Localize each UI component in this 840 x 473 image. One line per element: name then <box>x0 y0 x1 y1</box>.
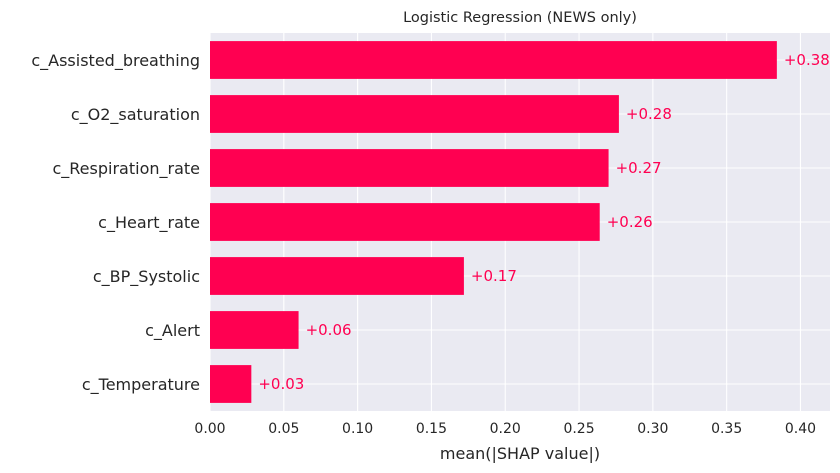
bar-c-o2-saturation <box>210 95 619 133</box>
bar-c-temperature <box>210 365 252 403</box>
label-layer: 0.00 0.05 0.10 0.15 0.20 0.25 0.30 0.35 0.40 c_As… <box>31 51 829 437</box>
data-label: +0.27 <box>616 159 662 177</box>
data-label: +0.03 <box>258 375 304 393</box>
data-label: +0.06 <box>306 321 352 339</box>
bar-c-bp-systolic <box>210 257 464 295</box>
data-label: +0.26 <box>607 213 653 231</box>
x-axis-label: mean(|SHAP value|) <box>440 444 600 463</box>
bar-c-heart-rate <box>210 203 600 241</box>
y-tick-label: c_Respiration_rate <box>52 159 200 179</box>
x-tick-label: 0.20 <box>490 421 521 437</box>
x-tick-label: 0.10 <box>342 421 373 437</box>
x-tick-label: 0.30 <box>637 421 668 437</box>
y-tick-label: c_Alert <box>145 321 200 341</box>
x-tick-label: 0.25 <box>563 421 594 437</box>
chart-title: Logistic Regression (NEWS only) <box>403 10 637 26</box>
y-tick-label: c_Heart_rate <box>98 213 200 233</box>
data-label: +0.28 <box>626 105 672 123</box>
bar-c-alert <box>210 311 299 349</box>
y-tick-label: c_Assisted_breathing <box>31 51 200 71</box>
bar-layer <box>210 41 777 403</box>
x-tick-label: 0.00 <box>194 421 225 437</box>
x-tick-label: 0.40 <box>785 421 816 437</box>
y-tick-label: c_BP_Systolic <box>93 267 200 287</box>
data-label: +0.38 <box>784 51 830 69</box>
x-tick-label: 0.35 <box>711 421 742 437</box>
data-label: +0.17 <box>471 267 517 285</box>
y-tick-label: c_Temperature <box>82 375 200 395</box>
x-tick-label: 0.15 <box>416 421 447 437</box>
bar-c-assisted-breathing <box>210 41 777 79</box>
y-tick-label: c_O2_saturation <box>71 105 200 125</box>
bar-c-respiration-rate <box>210 149 609 187</box>
x-tick-label: 0.05 <box>268 421 299 437</box>
